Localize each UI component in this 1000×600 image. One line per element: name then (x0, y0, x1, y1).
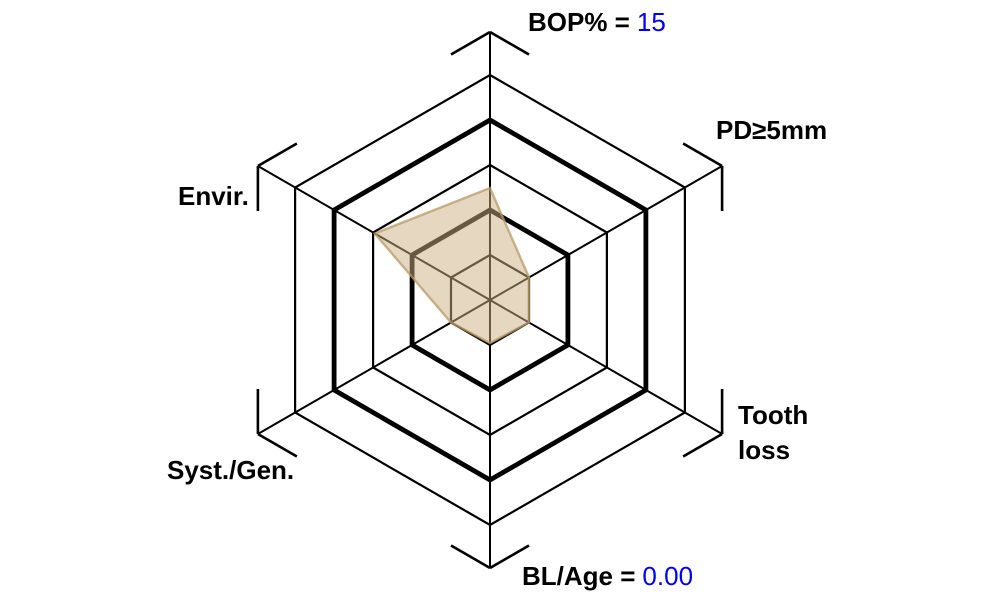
axis-label-syst-text: Syst./Gen. (167, 455, 295, 485)
data-polygon (372, 186, 531, 345)
axis-label-tooth-line1: Tooth (738, 400, 809, 430)
axis-label-pd-text: PD≥5mm (716, 115, 828, 145)
axis-label-tooth-line2: loss (738, 435, 791, 465)
axis-label-bl-text: BL/Age = (522, 561, 636, 591)
axis-value-bop: 15 (636, 7, 666, 37)
axis-end-bracket-tooth-a (682, 432, 723, 458)
axis-end-bracket-syst-b (257, 432, 298, 458)
axis-end-bracket-bl-a (450, 544, 491, 570)
axis-label-envir-text: Envir. (178, 181, 249, 211)
axis-end-bracket-pd-b (682, 142, 723, 168)
axis-label-syst-gen: Syst./Gen. (167, 457, 294, 483)
axis-label-bl-age: BL/Age = 0.00 (522, 563, 693, 589)
axis-label-bop-text: BOP% = (528, 7, 630, 37)
axis-end-bracket-envir-a (257, 142, 298, 168)
axis-end-bracket-bop-b (450, 30, 491, 56)
axis-label-bop: BOP% = 15 (528, 9, 666, 35)
axis-label-envir: Envir. (178, 183, 249, 209)
axis-end-bracket-bop-a (489, 30, 530, 56)
axis-label-tooth-loss: Tooth loss (738, 398, 808, 468)
axis-end-bracket-bl-b (489, 544, 530, 570)
axis-value-bl: 0.00 (642, 561, 694, 591)
axis-label-pd: PD≥5mm (716, 117, 827, 143)
